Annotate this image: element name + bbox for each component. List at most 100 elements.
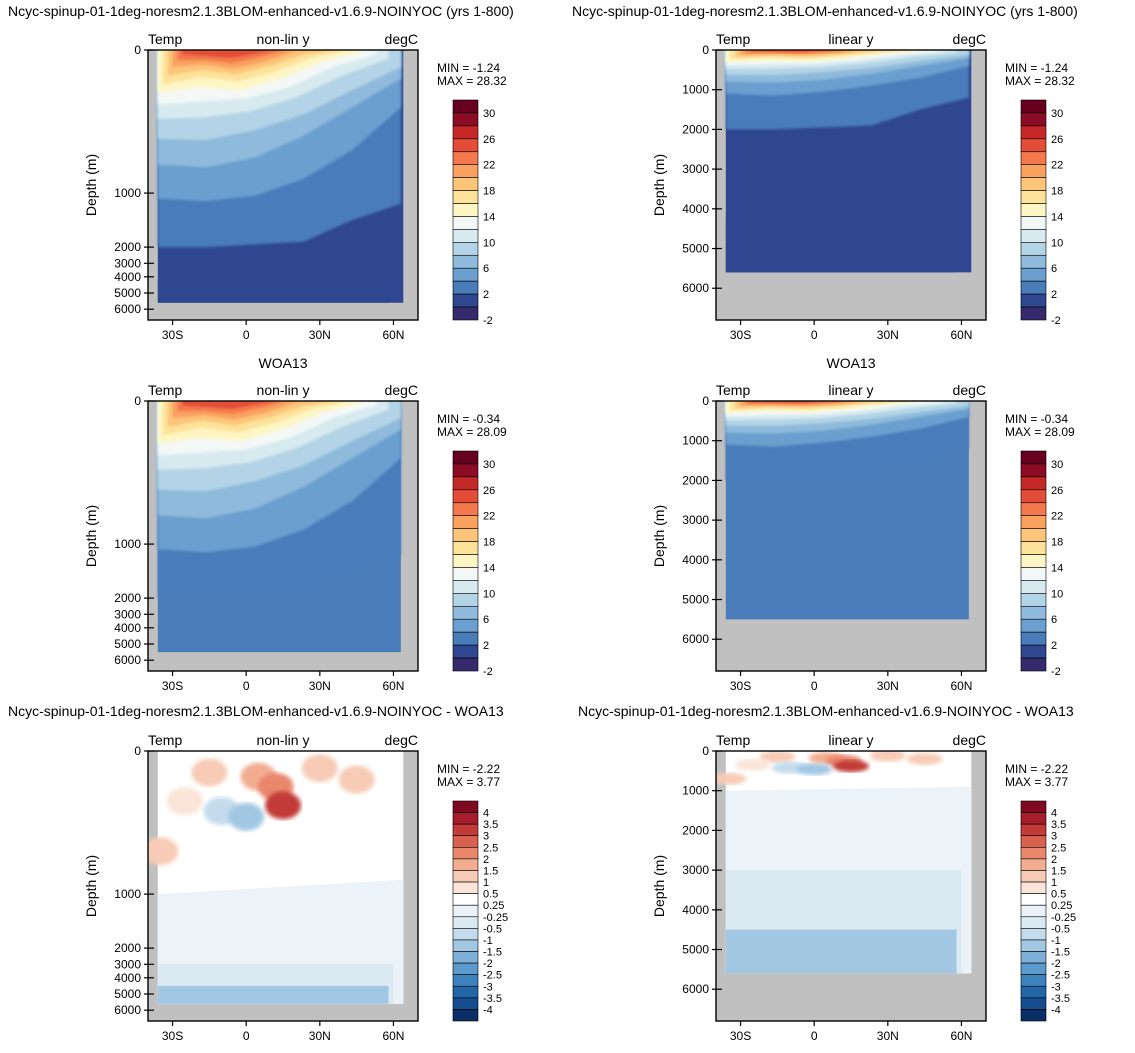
plot-frame	[147, 49, 419, 321]
colorbar-swatch	[1020, 541, 1047, 555]
colorbar-label: 4	[483, 808, 489, 820]
x-tick-label: 60N	[950, 679, 972, 693]
unit-label: degC	[953, 31, 986, 47]
colorbar-swatch	[1020, 1009, 1047, 1022]
colorbar-label: 10	[1051, 237, 1063, 249]
x-tick-label: 0	[811, 328, 818, 342]
min-label: MIN = -0.34	[1005, 412, 1068, 426]
colorbar-label: 0.25	[483, 900, 504, 912]
x-tick-label: 60N	[382, 328, 404, 342]
y-axis-label: Depth (m)	[83, 855, 99, 917]
colorbar-swatch	[452, 1009, 479, 1022]
colorbar-label: -3.5	[1051, 993, 1070, 1005]
colorbar-label: 18	[1051, 186, 1063, 198]
colorbar-label: 2.5	[1051, 842, 1066, 854]
deep-negative	[157, 985, 389, 1004]
colorbar-label: 30	[1051, 459, 1063, 471]
unit-label: degC	[953, 382, 986, 398]
colorbar-label: 3.5	[483, 819, 498, 831]
colorbar-swatch	[452, 974, 479, 987]
min-label: MIN = -2.22	[1005, 762, 1068, 776]
colorbar-swatch	[452, 644, 479, 659]
y-tick-label: 1000	[114, 887, 141, 901]
y-tick-label: 5000	[682, 242, 709, 256]
y-tick-label: 6000	[114, 1003, 141, 1017]
colorbar-swatch	[1020, 293, 1047, 308]
title-model-right: Ncyc-spinup-01-1deg-noresm2.1.3BLOM-enha…	[572, 3, 1078, 19]
y-tick-label: 2000	[682, 122, 709, 136]
colorbar-label: 1.5	[483, 865, 498, 877]
colorbar-label: 26	[483, 485, 495, 497]
y-tick-label: 1000	[682, 434, 709, 448]
colorbar-swatch	[1020, 858, 1047, 871]
plot-frame	[715, 49, 987, 321]
colorbar-swatch	[1020, 985, 1047, 999]
colorbar-label: 2	[483, 640, 489, 652]
colorbar-label: -1.5	[483, 947, 502, 959]
y-tick-label: 6000	[114, 302, 141, 316]
y-tick-label: 0	[702, 394, 709, 408]
colorbar-swatch	[452, 928, 479, 941]
x-tick-label: 0	[811, 679, 818, 693]
colorbar-swatch	[452, 463, 479, 478]
anomaly-blob-5	[166, 787, 203, 816]
colorbar: 43.532.521.510.50.25-0.25-0.5-1-1.5-2-2.…	[452, 800, 508, 1022]
x-tick-label: 30S	[730, 1029, 751, 1043]
colorbar-label: -4	[483, 1004, 493, 1016]
colorbar-label: 22	[483, 160, 495, 172]
y-tick-label: 3000	[682, 863, 709, 877]
y-tick-label: 4000	[114, 270, 141, 284]
anomaly-blob-0	[191, 758, 228, 787]
colorbar-swatch	[452, 812, 479, 825]
y-axis-label: Depth (m)	[83, 154, 99, 216]
y-tick-label: 4000	[682, 553, 709, 567]
colorbar-label: -0.5	[483, 923, 502, 935]
x-tick-label: 0	[243, 679, 250, 693]
colorbar-label: 30	[483, 108, 495, 120]
colorbar-swatch	[452, 916, 479, 929]
colorbar-swatch	[452, 112, 479, 127]
field-label: Temp	[716, 382, 750, 398]
colorbar-label: 3	[483, 831, 489, 843]
colorbar-swatch	[452, 580, 479, 594]
unit-label: degC	[385, 382, 418, 398]
colorbar-label: 10	[483, 588, 495, 600]
colorbar-swatch	[452, 502, 479, 517]
x-tick-label: 30S	[162, 328, 183, 342]
title-diff-right: Ncyc-spinup-01-1deg-noresm2.1.3BLOM-enha…	[578, 703, 1074, 719]
y-tick-label: 3000	[114, 607, 141, 621]
colorbar-label: 10	[483, 237, 495, 249]
colorbar-swatch	[1020, 847, 1047, 860]
colorbar-label: -2.5	[1051, 970, 1070, 982]
x-tick-label: 30S	[730, 328, 751, 342]
colorbar-swatch	[452, 800, 479, 813]
colorbar-swatch	[1020, 254, 1047, 269]
colorbar-swatch	[452, 962, 479, 975]
colorbar-swatch	[452, 847, 479, 860]
colorbar-swatch	[452, 858, 479, 871]
colorbar-label: -2	[1051, 315, 1061, 327]
colorbar-label: -3.5	[483, 993, 502, 1005]
colorbar-label: 4	[1051, 808, 1057, 820]
colorbar-swatch	[1020, 463, 1047, 478]
y-axis-label: Depth (m)	[83, 505, 99, 567]
colorbar-label: 2	[1051, 289, 1057, 301]
y-tick-label: 5000	[682, 593, 709, 607]
colorbar-swatch	[1020, 242, 1047, 256]
scale-label: linear y	[828, 382, 873, 398]
colorbar-label: 1.5	[1051, 865, 1066, 877]
colorbar-label: -3	[483, 981, 493, 993]
y-tick-label: 0	[702, 744, 709, 758]
colorbar-swatch	[1020, 962, 1047, 975]
max-label: MAX = 28.09	[1005, 425, 1075, 439]
colorbar-swatch	[452, 939, 479, 952]
colorbar-swatch	[452, 835, 479, 848]
colorbar-swatch	[452, 528, 479, 542]
colorbar-swatch	[1020, 812, 1047, 825]
x-tick-label: 30N	[309, 328, 331, 342]
colorbar-swatch	[1020, 554, 1047, 568]
colorbar-swatch	[452, 280, 479, 295]
y-tick-label: 4000	[114, 621, 141, 635]
colorbar-label: -2	[483, 666, 493, 678]
y-tick-label: 4000	[114, 971, 141, 985]
